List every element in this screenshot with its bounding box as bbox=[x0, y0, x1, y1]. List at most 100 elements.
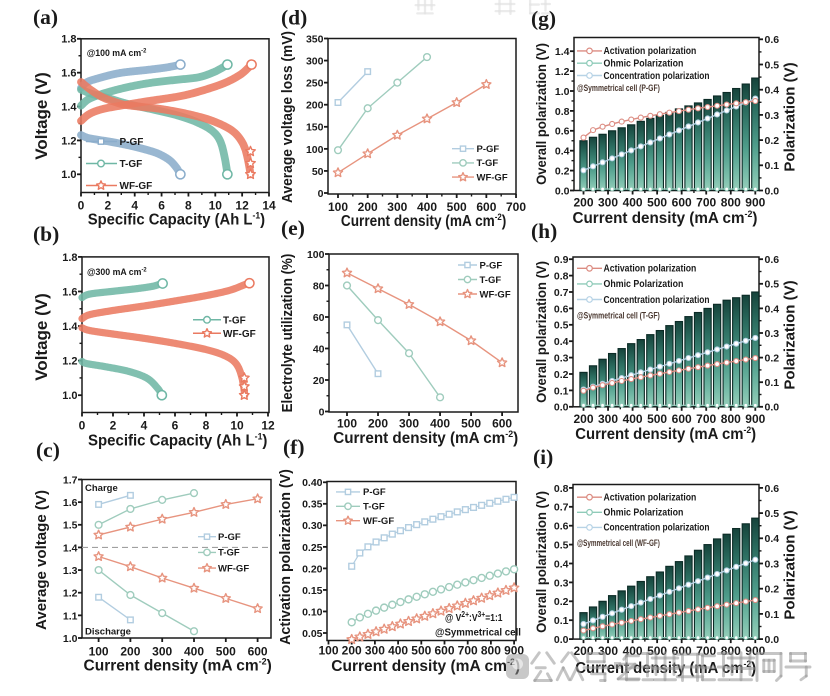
svg-text:4: 4 bbox=[141, 419, 148, 433]
svg-text:0.1: 0.1 bbox=[554, 615, 569, 627]
svg-text:700: 700 bbox=[458, 644, 478, 658]
svg-text:700: 700 bbox=[696, 412, 716, 426]
svg-text:60: 60 bbox=[313, 312, 325, 324]
svg-text:0.5: 0.5 bbox=[554, 320, 569, 332]
svg-text:Activation polarization (V): Activation polarization (V) bbox=[278, 469, 294, 645]
svg-text:1.2: 1.2 bbox=[62, 356, 77, 368]
svg-text:0.0: 0.0 bbox=[554, 402, 569, 414]
svg-text:700: 700 bbox=[506, 200, 526, 214]
svg-text:100: 100 bbox=[318, 644, 338, 658]
svg-text:0: 0 bbox=[78, 199, 85, 213]
svg-text:Concentration polarization: Concentration polarization bbox=[604, 70, 710, 81]
svg-text:1.5: 1.5 bbox=[63, 520, 78, 532]
svg-text:4: 4 bbox=[131, 199, 138, 213]
svg-text:0.5: 0.5 bbox=[765, 59, 780, 71]
svg-text:0.2: 0.2 bbox=[765, 584, 780, 596]
svg-text:Average voltage loss (mV): Average voltage loss (mV) bbox=[280, 31, 297, 203]
svg-text:300: 300 bbox=[399, 417, 419, 431]
svg-text:0.8: 0.8 bbox=[555, 106, 570, 118]
svg-text:0.6: 0.6 bbox=[765, 483, 780, 495]
svg-text:0.35: 0.35 bbox=[302, 499, 323, 511]
svg-text:1.4: 1.4 bbox=[555, 46, 570, 58]
svg-text:400: 400 bbox=[417, 200, 437, 214]
svg-text:100: 100 bbox=[306, 144, 324, 156]
svg-text:(e): (e) bbox=[281, 216, 305, 240]
svg-text:400: 400 bbox=[623, 196, 643, 210]
svg-text:0.20: 0.20 bbox=[302, 563, 323, 575]
svg-text:1.2: 1.2 bbox=[61, 135, 76, 147]
svg-text:Specific Capacity (Ah L-1): Specific Capacity (Ah L-1) bbox=[88, 431, 267, 449]
svg-text:0.4: 0.4 bbox=[765, 533, 780, 545]
svg-text:0.1: 0.1 bbox=[765, 160, 780, 172]
svg-text:Polarization (V): Polarization (V) bbox=[782, 280, 799, 389]
svg-text:Overall polarization (V): Overall polarization (V) bbox=[534, 491, 550, 633]
svg-text:200: 200 bbox=[368, 417, 388, 431]
svg-text:P-GF: P-GF bbox=[120, 137, 144, 148]
svg-text:0.3: 0.3 bbox=[554, 577, 569, 589]
svg-text:0.3: 0.3 bbox=[765, 558, 780, 570]
svg-text:0.2: 0.2 bbox=[765, 353, 780, 365]
svg-text:0.8: 0.8 bbox=[554, 483, 569, 495]
svg-text:Polarization (V): Polarization (V) bbox=[782, 510, 799, 619]
svg-text:T-GF: T-GF bbox=[223, 315, 246, 326]
svg-text:0.1: 0.1 bbox=[765, 377, 780, 389]
svg-text:0.8: 0.8 bbox=[554, 271, 569, 283]
svg-text:500: 500 bbox=[411, 644, 431, 658]
svg-text:700: 700 bbox=[696, 196, 716, 210]
svg-text:1.7: 1.7 bbox=[63, 474, 78, 486]
svg-text:600: 600 bbox=[672, 412, 692, 426]
svg-text:(a): (a) bbox=[33, 5, 58, 29]
svg-text:0.10: 0.10 bbox=[302, 606, 323, 618]
svg-text:200: 200 bbox=[573, 196, 593, 210]
svg-text:(f): (f) bbox=[283, 435, 304, 459]
svg-text:80: 80 bbox=[313, 280, 325, 292]
svg-text:0.2: 0.2 bbox=[554, 369, 569, 381]
svg-text:300: 300 bbox=[152, 645, 172, 659]
svg-text:0.0: 0.0 bbox=[555, 185, 570, 197]
svg-text:1.0: 1.0 bbox=[61, 169, 76, 181]
svg-text:40: 40 bbox=[313, 343, 325, 355]
svg-text:(c): (c) bbox=[36, 438, 60, 462]
svg-text:500: 500 bbox=[647, 412, 667, 426]
svg-text:2: 2 bbox=[110, 419, 117, 433]
svg-text:1.4: 1.4 bbox=[62, 321, 78, 333]
svg-text:200: 200 bbox=[306, 100, 324, 112]
svg-text:Electrolyte utilization (%): Electrolyte utilization (%) bbox=[279, 253, 296, 412]
svg-text:20: 20 bbox=[313, 375, 325, 387]
svg-text:0.3: 0.3 bbox=[765, 110, 780, 122]
svg-text:0.7: 0.7 bbox=[554, 502, 569, 514]
svg-text:1.3: 1.3 bbox=[63, 565, 78, 577]
svg-text:Ohmic Polarization: Ohmic Polarization bbox=[604, 57, 684, 69]
svg-text:0.5: 0.5 bbox=[765, 279, 780, 291]
svg-text:1.6: 1.6 bbox=[61, 68, 76, 80]
svg-text:6: 6 bbox=[172, 419, 179, 433]
svg-text:Overall polarization (V): Overall polarization (V) bbox=[534, 261, 550, 403]
svg-text:T-GF: T-GF bbox=[120, 159, 143, 170]
svg-text:@Symmetrical cell (WF-GF): @Symmetrical cell (WF-GF) bbox=[577, 538, 660, 549]
svg-text:Concentration polarization: Concentration polarization bbox=[604, 294, 710, 305]
svg-text:WF-GF: WF-GF bbox=[120, 181, 153, 192]
svg-text:Voltage (V): Voltage (V) bbox=[32, 72, 51, 160]
svg-text:0.6: 0.6 bbox=[555, 126, 570, 138]
svg-text:2: 2 bbox=[105, 199, 112, 213]
svg-text:@ V2+:V3+=1:1: @ V2+:V3+=1:1 bbox=[445, 609, 503, 623]
svg-text:150: 150 bbox=[306, 122, 324, 134]
svg-text:800: 800 bbox=[721, 196, 741, 210]
svg-text:350: 350 bbox=[306, 33, 324, 45]
svg-text:6: 6 bbox=[158, 199, 165, 213]
svg-text:P-GF: P-GF bbox=[480, 260, 503, 271]
svg-text:400: 400 bbox=[184, 645, 204, 659]
svg-text:1.4: 1.4 bbox=[63, 542, 78, 554]
svg-text:Current density (mA cm-2): Current density (mA cm-2) bbox=[341, 212, 507, 231]
svg-text:0.15: 0.15 bbox=[302, 585, 323, 597]
svg-text:0.7: 0.7 bbox=[554, 287, 569, 299]
svg-text:0.0: 0.0 bbox=[765, 402, 780, 414]
svg-text:Activation polarization: Activation polarization bbox=[604, 46, 697, 57]
svg-text:1.1: 1.1 bbox=[63, 610, 78, 622]
svg-text:1.0: 1.0 bbox=[63, 633, 78, 645]
svg-text:1.8: 1.8 bbox=[61, 34, 76, 46]
svg-text:Ohmic Polarization: Ohmic Polarization bbox=[604, 506, 684, 518]
svg-text:(b): (b) bbox=[33, 222, 59, 246]
svg-text:300: 300 bbox=[306, 56, 324, 68]
svg-text:Concentration polarization: Concentration polarization bbox=[604, 522, 710, 533]
